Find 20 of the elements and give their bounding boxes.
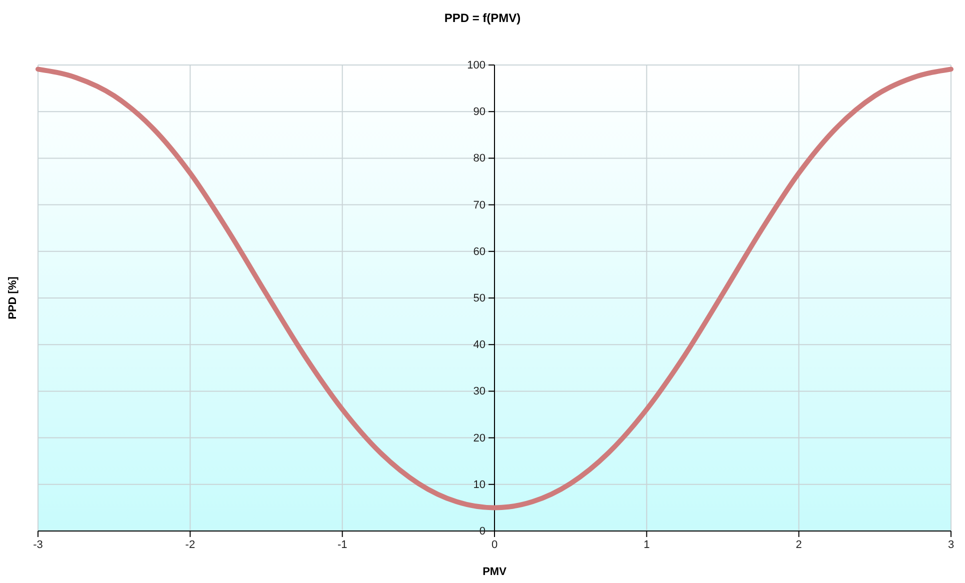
y-tick-label: 100 (467, 60, 486, 72)
x-tick-label: -3 (33, 538, 43, 551)
y-tick-label: 80 (473, 152, 486, 165)
x-tick-label: 1 (644, 538, 650, 551)
y-tick-label: 10 (473, 478, 486, 491)
y-tick-label: 20 (473, 432, 486, 444)
chart-title: PPD = f(PMV) (444, 11, 521, 25)
y-tick-label: 30 (473, 386, 486, 398)
x-tick-label: 2 (796, 538, 802, 551)
y-tick-label: 60 (473, 246, 486, 258)
y-tick-label: 50 (473, 292, 486, 305)
x-tick-label: 0 (491, 538, 498, 551)
x-tick-label: -1 (337, 538, 348, 551)
x-axis-title: PMV (482, 566, 508, 578)
y-axis-title: PPD [%] (7, 276, 19, 320)
y-tick-label: 70 (473, 199, 486, 212)
x-tick-label: 3 (948, 538, 954, 551)
y-tick-label: 90 (473, 106, 486, 118)
x-tick-label: -2 (185, 538, 196, 551)
y-tick-label: 40 (473, 339, 486, 352)
